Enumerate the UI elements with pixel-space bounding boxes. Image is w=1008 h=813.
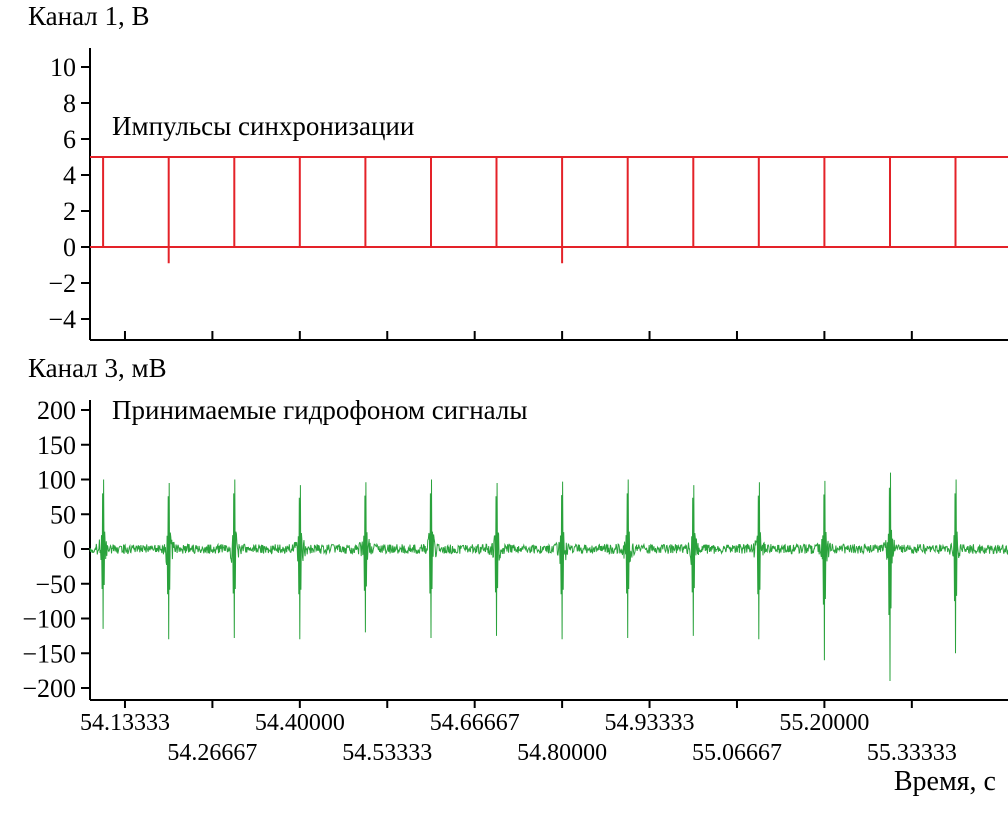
y-tick-label: −200 (22, 674, 76, 703)
panel1-axes (89, 48, 1008, 341)
y-tick-label: 4 (63, 161, 76, 190)
y-tick-label: −100 (22, 605, 76, 634)
sync-pulse-plot: 10 8 6 4 2 0 −2 −4 (48, 48, 1008, 341)
y-tick-label: 2 (63, 197, 76, 226)
panel2-annotation: Принимаемые гидрофоном сигналы (112, 395, 528, 425)
sync-pulse-trace (90, 156, 1008, 264)
y-tick-label: −50 (35, 570, 76, 599)
x-tick-label: 54.93333 (605, 710, 695, 736)
panel2-title: Канал 3, мВ (28, 353, 167, 383)
hydrophone-trace (89, 472, 1008, 682)
x-tick-label: 55.33333 (867, 740, 957, 766)
y-tick-label: 200 (37, 396, 76, 425)
x-tick-label: 54.40000 (255, 710, 345, 736)
x-tick-label: 54.26667 (167, 740, 257, 766)
y-tick-label: −150 (22, 639, 76, 668)
x-tick-label: 54.53333 (342, 740, 432, 766)
y-tick-label: 10 (50, 53, 76, 82)
y-tick-label: 0 (63, 535, 76, 564)
x-tick-label: 54.13333 (80, 710, 170, 736)
x-tick-label: 55.20000 (779, 710, 869, 736)
panel1-annotation: Импульсы синхронизации (112, 111, 415, 141)
panel1-title: Канал 1, В (28, 1, 150, 31)
y-tick-label: 100 (37, 466, 76, 495)
y-tick-label: −4 (48, 305, 76, 334)
y-tick-label: 0 (63, 233, 76, 262)
y-tick-label: 50 (50, 500, 76, 529)
x-tick-label: 54.66667 (430, 710, 520, 736)
y-tick-label: 150 (37, 431, 76, 460)
time-axis-label: Время, с (893, 766, 996, 797)
x-tick-label: 54.80000 (517, 740, 607, 766)
y-tick-label: 6 (63, 125, 76, 154)
x-tick-label: 55.06667 (692, 740, 782, 766)
y-tick-label: −2 (48, 269, 76, 298)
y-tick-label: 8 (63, 89, 76, 118)
